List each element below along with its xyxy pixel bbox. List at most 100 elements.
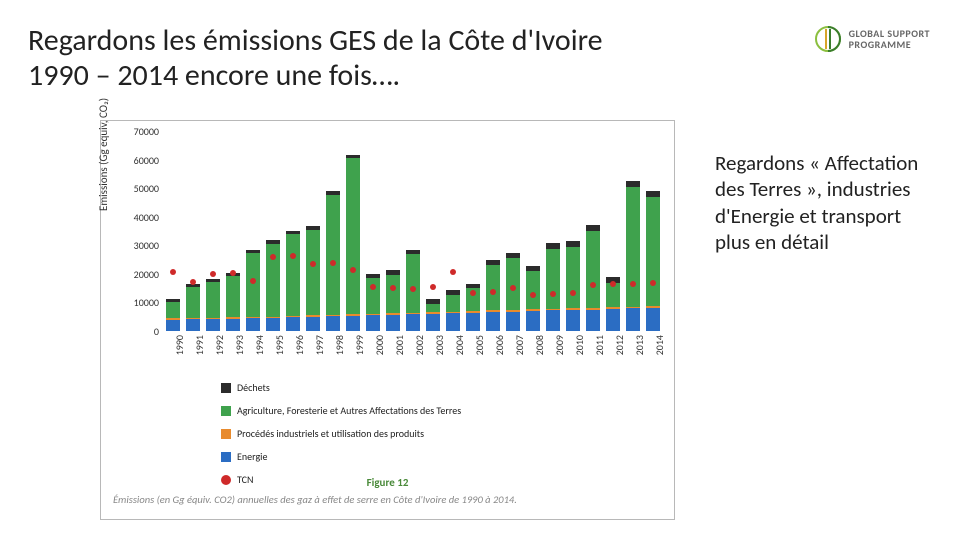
slide: Regardons les émissions GES de la Côte d… [0,0,960,540]
segment-agri [306,230,320,316]
x-tick: 2006 [493,335,506,355]
bar-2000 [366,274,380,331]
segment-agri [346,158,360,314]
bar-1991 [186,284,200,331]
y-tick: 10000 [127,296,159,309]
legend-item-agri: Agriculture, Foresterie et Autres Affect… [221,404,461,417]
bar-1999 [346,155,360,331]
y-tick: 70000 [127,125,159,138]
y-tick: 30000 [127,239,159,252]
legend-label: Déchets [237,381,270,394]
tcn-point [350,267,356,273]
x-tick: 2011 [593,335,606,355]
x-tick: 1998 [333,335,346,355]
tcn-point [630,281,636,287]
segment-agri [646,197,660,306]
segment-energie [606,309,620,331]
segment-agri [226,276,240,317]
segment-energie [486,312,500,331]
x-tick: 2009 [553,335,566,355]
y-tick: 40000 [127,211,159,224]
segment-agri [326,195,340,315]
segment-energie [186,319,200,331]
x-tick: 2010 [573,335,586,355]
chart-container: Emissions (Gg equiv, CO₂) 01000020000300… [100,120,675,520]
legend-swatch [221,406,231,416]
legend-swatch [221,429,231,439]
segment-energie [206,319,220,331]
legend-label: Energie [237,450,267,463]
y-tick: 0 [127,325,159,338]
segment-energie [646,308,660,331]
segment-energie [306,317,320,331]
x-tick: 2002 [413,335,426,355]
x-tick: 2007 [513,335,526,355]
gsp-logo: GLOBAL SUPPORT PROGRAMME [815,26,930,52]
segment-energie [366,315,380,331]
tcn-point [410,286,416,292]
tcn-point [450,269,456,275]
segment-energie [566,310,580,331]
segment-energie [286,317,300,331]
x-tick: 2003 [433,335,446,355]
x-tick: 1991 [193,335,206,355]
legend-swatch [221,452,231,462]
tcn-point [550,291,556,297]
segment-agri [186,287,200,318]
tcn-point [290,253,296,259]
x-tick: 1997 [313,335,326,355]
legend-label: Procédés industriels et utilisation des … [237,427,424,440]
legend-item-energie: Energie [221,450,461,463]
segment-agri [566,247,580,308]
x-tick: 2001 [393,335,406,355]
x-tick: 1993 [233,335,246,355]
segment-energie [166,320,180,331]
segment-energie [586,310,600,331]
segment-agri [486,265,500,311]
globe-icon [815,26,841,52]
x-tick: 1995 [273,335,286,355]
figure-label: Figure 12 [101,476,674,489]
bar-2010 [566,241,580,331]
segment-energie [346,316,360,331]
bar-2004 [446,290,460,331]
x-tick: 2004 [453,335,466,355]
bar-2003 [426,299,440,331]
tcn-point [530,292,536,298]
slide-title: Regardons les émissions GES de la Côte d… [28,24,658,93]
tcn-point [610,281,616,287]
logo-text: GLOBAL SUPPORT PROGRAMME [849,28,930,50]
legend-label: Agriculture, Foresterie et Autres Affect… [237,404,461,417]
figure-caption: Émissions (en Gg équiv. CO2) annuelles d… [113,493,662,506]
y-tick: 60000 [127,154,159,167]
segment-energie [326,316,340,331]
segment-agri [426,304,440,313]
tcn-point [210,271,216,277]
segment-agri [286,234,300,315]
segment-agri [386,275,400,314]
segment-agri [586,231,600,308]
segment-energie [386,315,400,331]
segment-agri [546,249,560,309]
x-tick: 2013 [633,335,646,355]
legend-item-dechets: Déchets [221,381,461,394]
x-tick: 1992 [213,335,226,355]
tcn-point [230,270,236,276]
bar-1990 [166,299,180,331]
tcn-point [370,284,376,290]
segment-agri [626,187,640,307]
tcn-point [190,279,196,285]
x-tick: 1994 [253,335,266,355]
segment-agri [406,254,420,313]
x-tick: 1990 [173,335,186,355]
x-tick: 2014 [653,335,666,355]
x-tick: 2008 [533,335,546,355]
segment-agri [166,302,180,319]
segment-agri [206,282,220,318]
tcn-point [570,290,576,296]
segment-energie [546,310,560,331]
tcn-point [430,284,436,290]
segment-agri [446,295,460,312]
tcn-point [510,285,516,291]
tcn-point [590,282,596,288]
